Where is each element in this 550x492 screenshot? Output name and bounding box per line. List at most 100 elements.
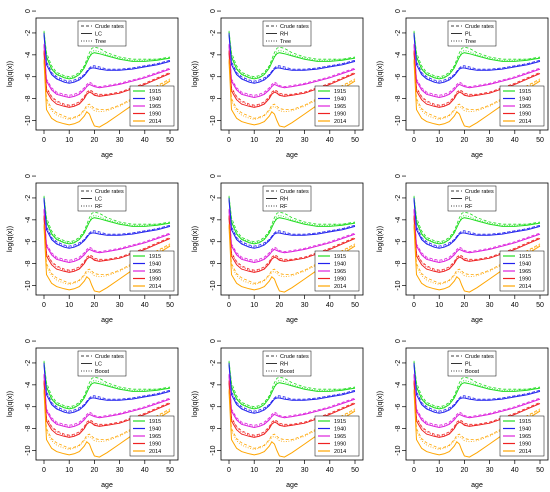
dotted-line-1965 — [413, 374, 541, 427]
year-legend-label: 1990 — [149, 442, 161, 448]
year-legend-label: 1915 — [334, 419, 346, 425]
y-axis-label: log(q(x)) — [192, 61, 199, 87]
year-legend-label: 2014 — [519, 119, 531, 125]
legend-label-0: Crude rates — [95, 24, 124, 30]
year-legend-label: 1965 — [334, 434, 346, 440]
model-line-1915 — [413, 196, 541, 245]
year-legend-label: 1940 — [334, 427, 346, 433]
chart-panel-1: 0 10 20 30 40 50 0 -2 -4 -6 -8 -10 age log(q(x)) Crude… — [7, 9, 179, 159]
y-tick-label: -8 — [25, 425, 32, 431]
year-legend-label: 1990 — [519, 112, 531, 118]
y-tick-label: -4 — [25, 217, 32, 223]
x-tick-label: 40 — [326, 302, 334, 309]
model-line-1915 — [228, 31, 356, 80]
x-tick-label: 50 — [166, 302, 174, 309]
dotted-line-1965 — [228, 44, 356, 97]
y-tick-label: -10 — [210, 445, 217, 455]
x-tick-label: 10 — [250, 137, 258, 144]
plot-frame — [405, 17, 549, 131]
dotted-line-2014 — [228, 390, 356, 450]
x-tick-label: 50 — [351, 467, 359, 474]
plot-frame — [35, 17, 179, 131]
model-line-1940 — [43, 365, 171, 414]
model-line-1940 — [413, 365, 541, 414]
model-line-1940 — [413, 35, 541, 84]
crude-line-1940 — [43, 362, 171, 412]
y-tick-label: -6 — [25, 239, 32, 245]
dotted-line-2014 — [413, 390, 541, 450]
dotted-line-1965 — [43, 374, 171, 427]
x-axis-label: age — [101, 152, 113, 159]
x-axis-label: age — [286, 317, 298, 324]
dotted-line-1990 — [228, 381, 356, 437]
x-axis-label: age — [471, 152, 483, 159]
crude-line-1965 — [228, 373, 356, 426]
crude-line-1940 — [228, 197, 356, 247]
legend-label-2: Boost — [95, 369, 110, 375]
y-tick-label: 0 — [395, 339, 402, 343]
model-line-1940 — [413, 200, 541, 249]
legend-label-1: PL — [465, 197, 472, 203]
year-legend-label: 1965 — [334, 104, 346, 110]
legend-label-1: PL — [465, 32, 472, 38]
crude-line-1915 — [43, 360, 171, 408]
x-tick-label: 40 — [511, 137, 519, 144]
x-tick-label: 20 — [91, 467, 99, 474]
crude-line-1940 — [228, 32, 356, 82]
y-tick-label: 0 — [210, 174, 217, 178]
plot-frame — [405, 182, 549, 296]
y-tick-label: -2 — [25, 195, 32, 201]
year-legend-label: 2014 — [519, 449, 531, 455]
model-line-1915 — [228, 196, 356, 245]
x-tick-label: 50 — [166, 137, 174, 144]
dotted-line-2014 — [43, 225, 171, 285]
x-tick-label: 10 — [435, 137, 443, 144]
year-legend-label: 1965 — [149, 104, 161, 110]
year-legend-label: 1965 — [149, 434, 161, 440]
year-legend-label: 1915 — [149, 419, 161, 425]
model-line-1965 — [413, 376, 541, 429]
year-legend-label: 1915 — [519, 89, 531, 95]
y-tick-label: -8 — [395, 425, 402, 431]
legend-label-0: Crude rates — [465, 189, 494, 195]
chart-panel-2: 0 10 20 30 40 50 0 -2 -4 -6 -8 -10 age log(q(x)) Crude… — [192, 9, 364, 159]
crude-line-1940 — [413, 197, 541, 247]
y-tick-label: -4 — [25, 52, 32, 58]
y-tick-label: -6 — [210, 74, 217, 80]
x-tick-label: 30 — [486, 467, 494, 474]
x-tick-label: 10 — [435, 302, 443, 309]
x-axis-label: age — [471, 482, 483, 489]
year-legend-label: 2014 — [334, 449, 346, 455]
legend-label-1: RH — [280, 32, 288, 38]
y-tick-label: -6 — [395, 239, 402, 245]
y-axis-label: log(q(x)) — [192, 226, 199, 252]
model-line-1915 — [43, 31, 171, 80]
legend-label-2: Boost — [280, 369, 295, 375]
year-legend-label: 2014 — [334, 284, 346, 290]
y-tick-label: -8 — [25, 260, 32, 266]
y-tick-label: -2 — [395, 195, 402, 201]
year-legend-label: 1940 — [334, 262, 346, 268]
year-legend-label: 1990 — [519, 442, 531, 448]
legend-label-2: RF — [95, 204, 103, 210]
legend-label-2: RF — [280, 204, 288, 210]
model-line-1915 — [413, 31, 541, 80]
year-legend-label: 1915 — [519, 254, 531, 260]
model-line-1965 — [413, 211, 541, 264]
x-tick-label: 20 — [461, 137, 469, 144]
year-legend-label: 1915 — [519, 419, 531, 425]
x-tick-label: 30 — [486, 137, 494, 144]
x-tick-label: 0 — [227, 467, 231, 474]
crude-line-1915 — [228, 360, 356, 408]
x-tick-label: 50 — [536, 467, 544, 474]
y-tick-label: -8 — [210, 260, 217, 266]
x-tick-label: 0 — [42, 137, 46, 144]
y-tick-label: -2 — [210, 30, 217, 36]
year-legend-label: 1940 — [519, 262, 531, 268]
legend-label-1: LC — [95, 362, 102, 368]
y-tick-label: -8 — [25, 95, 32, 101]
plot-frame — [220, 347, 364, 461]
x-tick-label: 10 — [250, 467, 258, 474]
y-tick-label: -10 — [395, 445, 402, 455]
